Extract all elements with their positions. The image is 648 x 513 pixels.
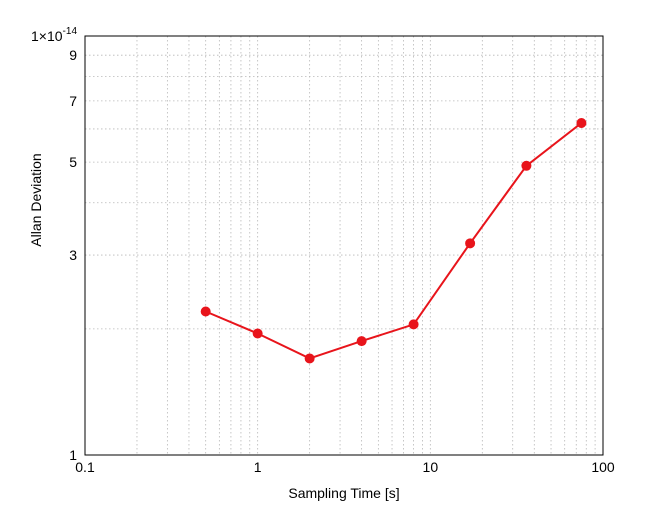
series-line bbox=[205, 122, 583, 360]
y-axis-label: Allan Deviation bbox=[28, 153, 44, 246]
data-series bbox=[200, 117, 587, 364]
data-point bbox=[200, 306, 211, 317]
grid bbox=[85, 36, 603, 455]
data-point bbox=[521, 160, 532, 171]
y-tick-label: 9 bbox=[69, 47, 77, 63]
data-point bbox=[408, 319, 419, 330]
y-tick-label: 3 bbox=[69, 247, 77, 263]
y-tick-label: 7 bbox=[69, 93, 77, 109]
data-point bbox=[304, 353, 315, 364]
x-tick-label: 0.1 bbox=[75, 459, 95, 475]
y-tick-label: 5 bbox=[69, 154, 77, 170]
x-tick-label: 100 bbox=[591, 459, 615, 475]
data-point bbox=[356, 336, 367, 347]
y-tick-label: 1 bbox=[69, 447, 77, 463]
data-point bbox=[576, 117, 587, 128]
x-axis-label: Sampling Time [s] bbox=[288, 485, 399, 501]
x-tick-label: 1 bbox=[254, 459, 262, 475]
data-point bbox=[252, 328, 263, 339]
y-top-tick-label: 1×10-14 bbox=[31, 26, 77, 44]
data-point bbox=[465, 238, 476, 249]
x-tick-label: 10 bbox=[423, 459, 439, 475]
plot-frame bbox=[84, 35, 604, 456]
